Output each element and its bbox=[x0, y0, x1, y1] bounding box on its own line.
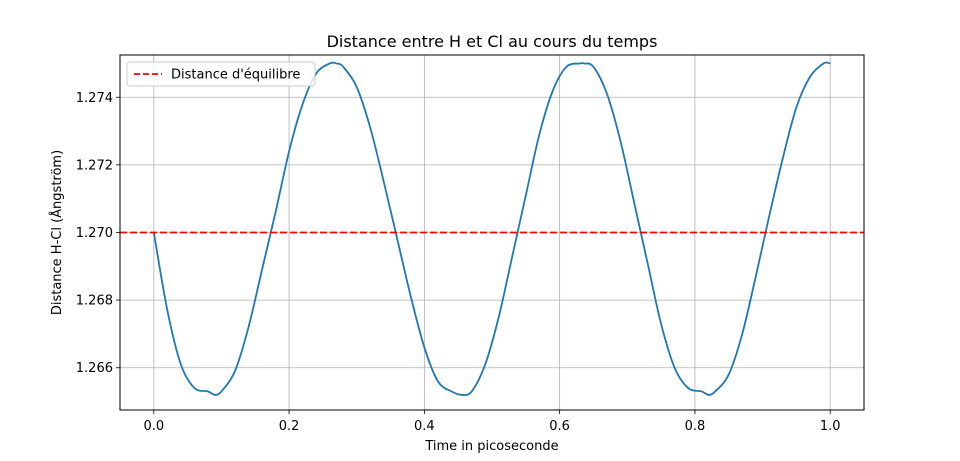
y-axis-title: Distance H-Cl (Ångström) bbox=[49, 150, 65, 315]
plot-area bbox=[120, 61, 864, 396]
axis-ticks: 0.0 0.2 0.4 0.6 0.8 1.0 1.266 1.268 1.270 1.272 1.… bbox=[76, 91, 841, 434]
y-tick-label: 1.274 bbox=[76, 91, 113, 106]
y-tick-label: 1.268 bbox=[76, 294, 113, 309]
y-tick-label: 1.270 bbox=[76, 226, 113, 241]
y-tick-label: 1.272 bbox=[76, 158, 113, 173]
x-axis-title: Time in picoseconde bbox=[424, 439, 558, 454]
x-tick-label: 0.2 bbox=[279, 419, 300, 434]
x-tick-label: 0.0 bbox=[143, 419, 164, 434]
chart-title: Distance entre H et Cl au cours du temps bbox=[327, 32, 658, 51]
x-tick-label: 0.6 bbox=[549, 419, 570, 434]
legend: Distance d'équilibre bbox=[126, 61, 316, 87]
legend-label-equilibrium: Distance d'équilibre bbox=[171, 68, 300, 83]
legend-box bbox=[126, 61, 316, 87]
y-tick-label: 1.266 bbox=[76, 361, 113, 376]
distance-series-line bbox=[152, 61, 831, 396]
x-tick-label: 0.4 bbox=[414, 419, 435, 434]
x-tick-label: 1.0 bbox=[820, 419, 841, 434]
x-tick-label: 0.8 bbox=[685, 419, 706, 434]
